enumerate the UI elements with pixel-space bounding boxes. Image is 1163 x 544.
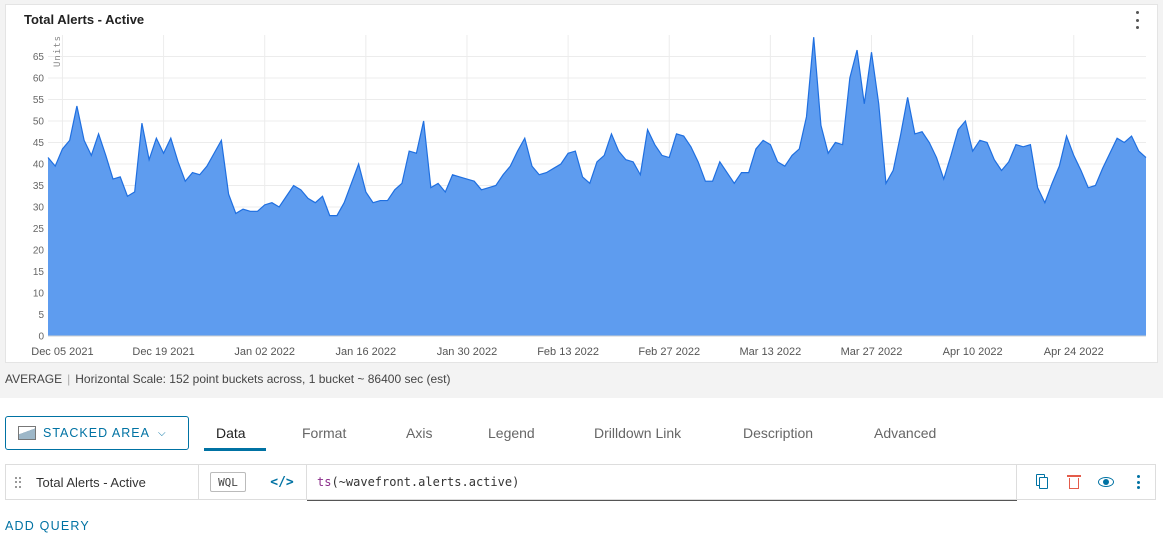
tab-advanced[interactable]: Advanced	[874, 425, 937, 441]
stacked-area-chart-icon	[18, 426, 36, 440]
x-tick-label: Feb 27 2022	[638, 346, 700, 358]
y-tick-label: 50	[33, 117, 45, 128]
eye-icon[interactable]	[1097, 473, 1115, 491]
y-tick-label: 45	[33, 138, 45, 149]
query-expression-input[interactable]: ts(~wavefront.alerts.active)	[307, 465, 1017, 501]
divider	[306, 465, 307, 499]
y-tick-label: 30	[33, 203, 45, 214]
drag-handle-icon[interactable]	[15, 477, 21, 488]
series-line	[47, 37, 1147, 217]
tab-description[interactable]: Description	[743, 425, 814, 441]
y-tick-label: 25	[33, 224, 45, 235]
y-tick-label: 55	[33, 95, 45, 106]
chart-type-label: STACKED AREA	[43, 426, 150, 440]
query-function: ts	[317, 475, 332, 489]
query-actions	[1033, 473, 1147, 491]
divider	[1016, 465, 1017, 499]
tab-drilldown-link[interactable]: Drilldown Link	[594, 425, 682, 441]
code-toggle-icon[interactable]: </>	[270, 474, 294, 490]
query-arguments: (~wavefront.alerts.active)	[331, 475, 520, 489]
y-tick-label: 60	[33, 74, 45, 85]
x-tick-label: Dec 19 2021	[132, 346, 194, 358]
query-menu-kebab-icon[interactable]	[1129, 473, 1147, 491]
chart-type-dropdown-button[interactable]: STACKED AREA ⌵	[5, 416, 189, 450]
area-chart[interactable]: 0 5 10 15 20 25 30 35 40 45 50 55 60 65 Dec 05 2021 Dec…	[6, 5, 1157, 362]
series-area	[48, 37, 1146, 337]
copy-icon[interactable]	[1033, 473, 1051, 491]
x-tick-label: Mar 27 2022	[841, 346, 903, 358]
x-tick-label: Jan 30 2022	[437, 346, 498, 358]
chart-title: Total Alerts - Active	[24, 12, 145, 27]
y-tick-label: 0	[38, 332, 44, 343]
chevron-down-icon: ⌵	[157, 427, 167, 439]
summary-mode: AVERAGE	[5, 372, 63, 386]
y-tick-label: 20	[33, 246, 45, 257]
tab-legend[interactable]: Legend	[488, 425, 535, 441]
add-query-button[interactable]: ADD QUERY	[5, 519, 90, 533]
y-tick-label: 15	[33, 267, 45, 278]
wql-mode-button[interactable]: WQL	[210, 472, 246, 492]
tab-data[interactable]: Data	[216, 425, 246, 441]
y-tick-label: 40	[33, 160, 45, 171]
tab-axis[interactable]: Axis	[406, 425, 433, 441]
x-tick-label: Feb 13 2022	[537, 346, 599, 358]
chart-menu-kebab-icon[interactable]	[1130, 11, 1144, 29]
trash-icon[interactable]	[1065, 473, 1083, 491]
chart-card: Total Alerts - Active 0 5 10 15 20 25 30 35 40 45…	[5, 4, 1158, 363]
active-tab-indicator	[204, 448, 266, 451]
editor-tabs-row: STACKED AREA ⌵ Data Format Axis Legend D…	[5, 416, 1156, 452]
x-tick-label: Jan 16 2022	[336, 346, 397, 358]
query-row: Total Alerts - Active WQL </> ts(~wavefr…	[5, 464, 1156, 501]
y-tick-label: 35	[33, 181, 45, 192]
y-tick-label: 10	[33, 289, 45, 300]
query-name[interactable]: Total Alerts - Active	[36, 475, 146, 490]
x-tick-label: Dec 05 2021	[31, 346, 93, 358]
summary-text: Horizontal Scale: 152 point buckets acro…	[75, 372, 451, 386]
y-axis-label: Units	[53, 35, 63, 67]
x-tick-label: Mar 13 2022	[739, 346, 801, 358]
divider	[198, 465, 199, 499]
x-tick-label: Jan 02 2022	[234, 346, 295, 358]
y-tick-label: 5	[38, 310, 44, 321]
summary-separator: |	[67, 372, 71, 386]
x-tick-label: Apr 10 2022	[943, 346, 1003, 358]
y-tick-label: 65	[33, 52, 45, 63]
tab-format[interactable]: Format	[302, 425, 347, 441]
x-tick-label: Apr 24 2022	[1044, 346, 1104, 358]
chart-summary: AVERAGE | Horizontal Scale: 152 point buck…	[5, 372, 450, 386]
